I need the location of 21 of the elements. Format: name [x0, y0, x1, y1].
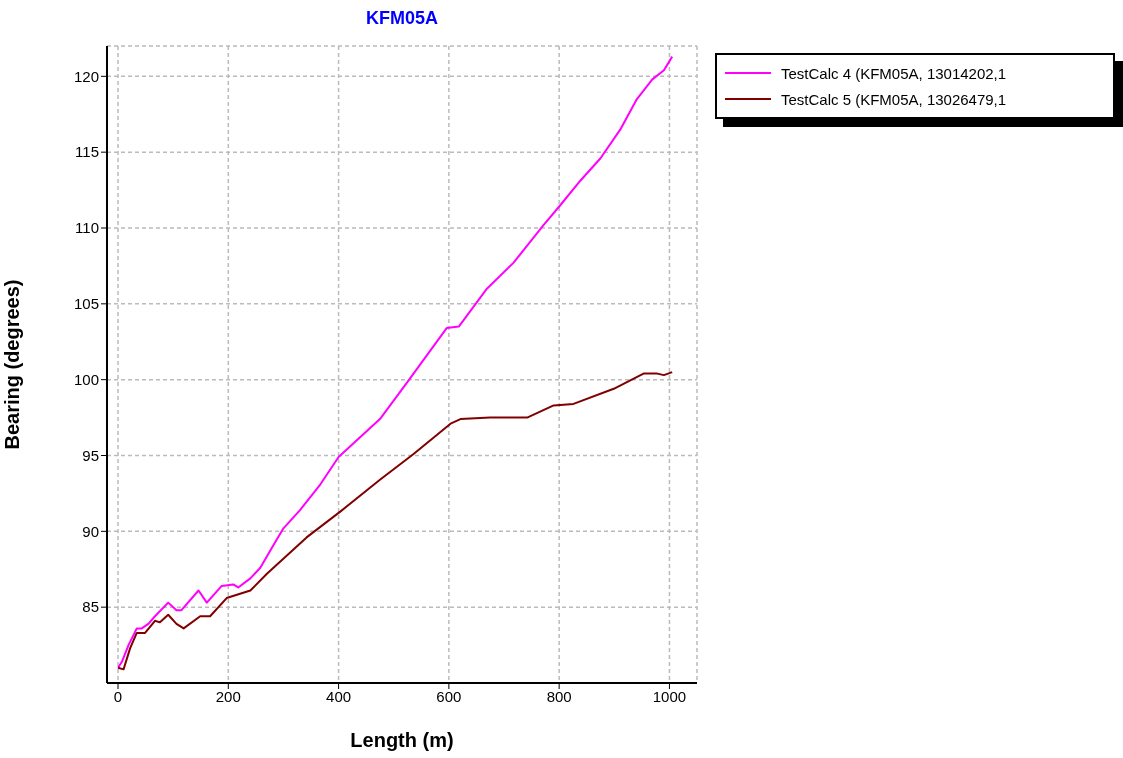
- y-tick-label: 110: [75, 219, 99, 237]
- x-tick-label: 600: [436, 687, 462, 705]
- x-tick-label: 400: [326, 687, 352, 705]
- line-series: [117, 371, 674, 671]
- y-tick-label: 115: [75, 143, 99, 161]
- x-tick-label: 0: [113, 687, 123, 705]
- y-tick-label: 105: [73, 295, 99, 313]
- y-tick-label: 90: [82, 522, 99, 540]
- x-tick-label: 800: [546, 687, 572, 705]
- x-tick-label: 1000: [652, 687, 687, 705]
- line-series: [117, 55, 674, 669]
- y-tick-label: 120: [73, 67, 99, 85]
- legend-label: TestCalc 5 (KFM05A, 13026479,1: [781, 90, 1007, 108]
- y-tick-label: 100: [73, 370, 99, 388]
- chart-title: KFM05A: [365, 8, 439, 29]
- y-axis-title: Bearing (degrees): [1, 279, 24, 450]
- legend-label: TestCalc 4 (KFM05A, 13014202,1: [781, 64, 1007, 82]
- y-tick-label: 95: [82, 446, 99, 464]
- x-axis-title: Length (m): [350, 729, 454, 751]
- y-tick-label: 85: [82, 598, 99, 616]
- x-tick-label: 200: [215, 687, 241, 705]
